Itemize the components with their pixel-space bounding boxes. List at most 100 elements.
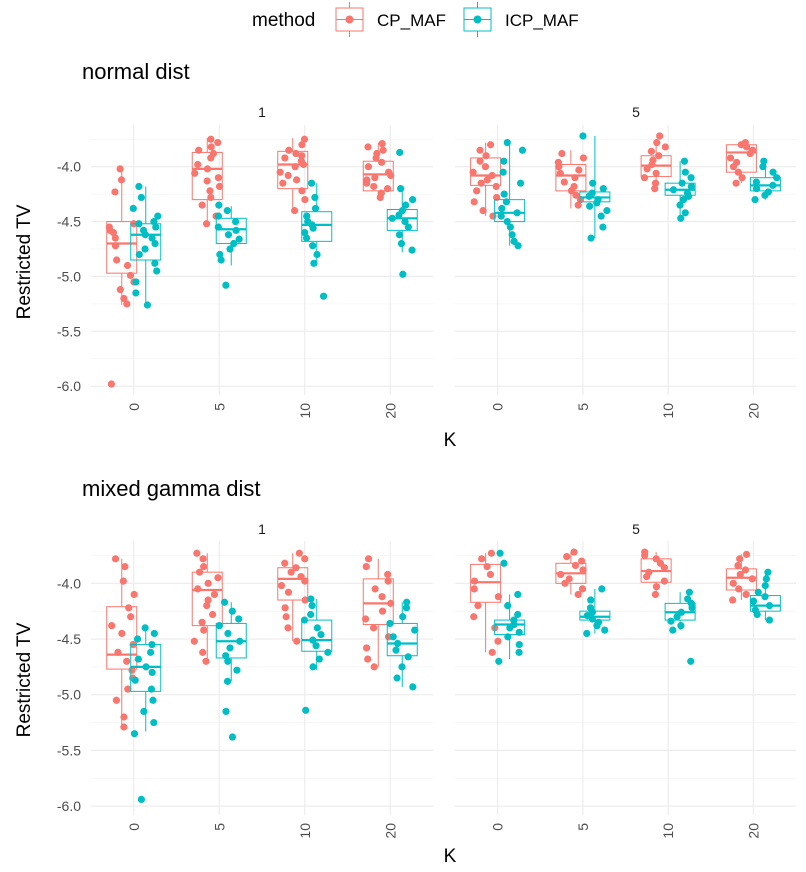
data-point [190,637,198,645]
data-point [232,226,240,234]
data-point [495,657,503,665]
data-point [203,177,211,185]
data-point [515,648,523,656]
data-point [555,163,563,171]
data-point [324,648,332,656]
data-point [302,706,310,714]
data-point [571,561,580,570]
data-point [130,730,139,738]
x-tick-label: 20 [382,823,398,839]
data-point [154,212,162,220]
data-point [677,622,685,630]
data-point [397,185,405,193]
data-point [364,143,372,151]
data-point [301,577,309,585]
data-point [228,733,237,741]
data-point [309,224,317,232]
data-point [299,160,308,169]
data-point [601,626,609,634]
data-point [773,174,781,182]
data-point [587,596,595,604]
y-tick-label: -6.0 [57,798,81,814]
data-point [474,602,482,610]
data-point [599,223,607,231]
data-point [148,640,156,649]
data-point [134,655,142,663]
legend-key-cp-maf-icon [335,2,364,37]
data-point [141,245,149,253]
data-point [640,174,649,182]
data-point [503,217,511,226]
x-tick-label: 0 [490,403,506,411]
data-point [284,171,292,180]
data-point [387,599,395,607]
data-point [130,590,138,599]
data-point [148,234,156,242]
data-point [732,179,740,187]
data-point [741,566,750,574]
data-point [677,608,685,616]
data-point [123,261,132,270]
data-point [364,163,373,171]
data-point [215,201,223,209]
box-iqr [130,644,162,692]
data-point [111,234,119,242]
x-tick-label: 5 [211,823,227,831]
data-point [123,657,131,665]
x-axis-label: K [444,846,457,867]
data-point [303,212,311,220]
data-point [487,549,495,557]
data-point [651,185,659,193]
data-point [224,629,232,638]
data-point [742,143,751,151]
data-point [282,613,290,621]
data-point [762,575,770,583]
data-point [120,294,128,303]
data-point [284,624,292,632]
data-point [497,212,505,220]
y-tick-label: -5.0 [57,268,81,284]
data-point [207,154,215,162]
plot-mixed-gamma-dist: mixed gamma dist Restricted TV K 1 5 -6.… [14,476,796,867]
facet-label-5: 5 [632,521,640,537]
data-point [402,604,411,612]
data-point [371,174,379,182]
data-point [364,655,372,663]
y-tick-label: -5.5 [57,323,81,339]
data-point [202,657,210,665]
data-point [216,250,224,259]
data-point [364,555,373,563]
data-point [656,132,664,140]
data-point [411,626,419,634]
data-point [498,204,506,213]
data-point [370,182,378,191]
data-point [513,209,521,217]
data-point [298,152,306,160]
data-point [361,615,370,623]
data-point [593,622,601,630]
data-point [148,668,156,677]
legend-label-cp-maf: CP_MAF [377,11,446,30]
data-point [409,683,417,691]
data-point [588,608,596,616]
data-point [643,573,651,581]
data-point [409,196,417,204]
data-point [131,676,139,684]
data-point [137,193,145,202]
data-point [648,160,656,169]
data-point [403,598,411,606]
data-point [660,564,668,572]
data-point [191,169,199,177]
x-tick-label: 20 [745,403,761,419]
data-point [309,242,317,250]
data-point [281,604,289,612]
data-point [687,657,695,665]
data-point [504,602,512,610]
data-point [200,563,208,571]
data-point [362,644,371,652]
data-point [729,579,737,587]
data-point [222,281,230,289]
data-point [298,141,306,149]
data-point [293,637,301,645]
data-point [661,143,669,151]
